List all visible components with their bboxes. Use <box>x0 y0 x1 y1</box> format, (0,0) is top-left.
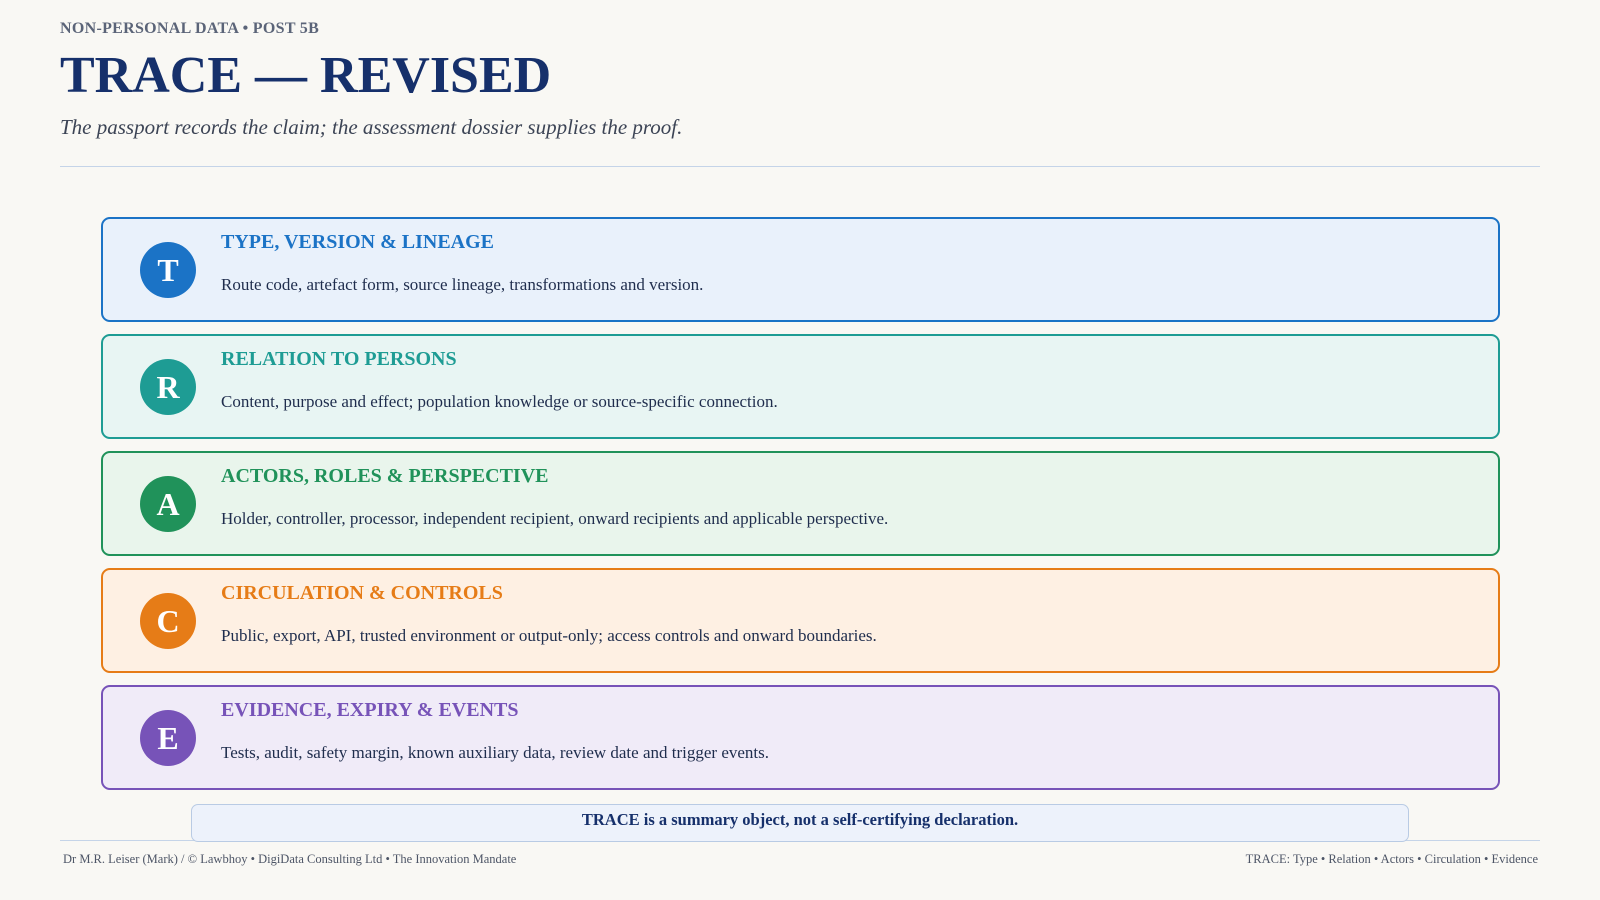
kicker: NON-PERSONAL DATA • POST 5B <box>60 20 320 37</box>
card: T TYPE, VERSION & LINEAGE Route code, arte… <box>101 217 1500 322</box>
card-text: Public, export, API, trusted environment… <box>221 626 877 645</box>
card-heading: TYPE, VERSION & LINEAGE <box>221 231 495 253</box>
letter-badge: C <box>140 593 196 649</box>
letter-badge: R <box>140 359 196 415</box>
card-text: Tests, audit, safety margin, known auxil… <box>221 743 769 762</box>
title: TRACE — REVISED <box>60 47 552 104</box>
card-text: Holder, controller, processor, independe… <box>221 509 889 528</box>
card: A ACTORS, ROLES & PERSPECTIVE Holder, cont… <box>101 451 1500 556</box>
subtitle: The passport records the claim; the asse… <box>60 115 683 139</box>
card: C CIRCULATION & CONTROLS Public, export, A… <box>101 568 1500 673</box>
letter-badge: T <box>140 242 196 298</box>
card-heading: ACTORS, ROLES & PERSPECTIVE <box>221 465 549 487</box>
divider <box>60 166 1540 167</box>
card-text: Content, purpose and effect; population … <box>221 392 778 411</box>
footer-right: TRACE: Type • Relation • Actors • Circul… <box>1245 852 1538 866</box>
note: TRACE is a summary object, not a self-ce… <box>191 804 1409 842</box>
footer-left: Dr M.R. Leiser (Mark) / © Lawbhoy • Digi… <box>63 852 517 866</box>
card-heading: CIRCULATION & CONTROLS <box>221 582 503 604</box>
card-text: Route code, artefact form, source lineag… <box>221 275 704 294</box>
card: R RELATION TO PERSONS Content, purpose and… <box>101 334 1500 439</box>
card-heading: RELATION TO PERSONS <box>221 348 457 370</box>
letter-badge: E <box>140 710 196 766</box>
card: E EVIDENCE, EXPIRY & EVENTS Tests, audit, … <box>101 685 1500 790</box>
letter-badge: A <box>140 476 196 532</box>
card-heading: EVIDENCE, EXPIRY & EVENTS <box>221 699 519 721</box>
